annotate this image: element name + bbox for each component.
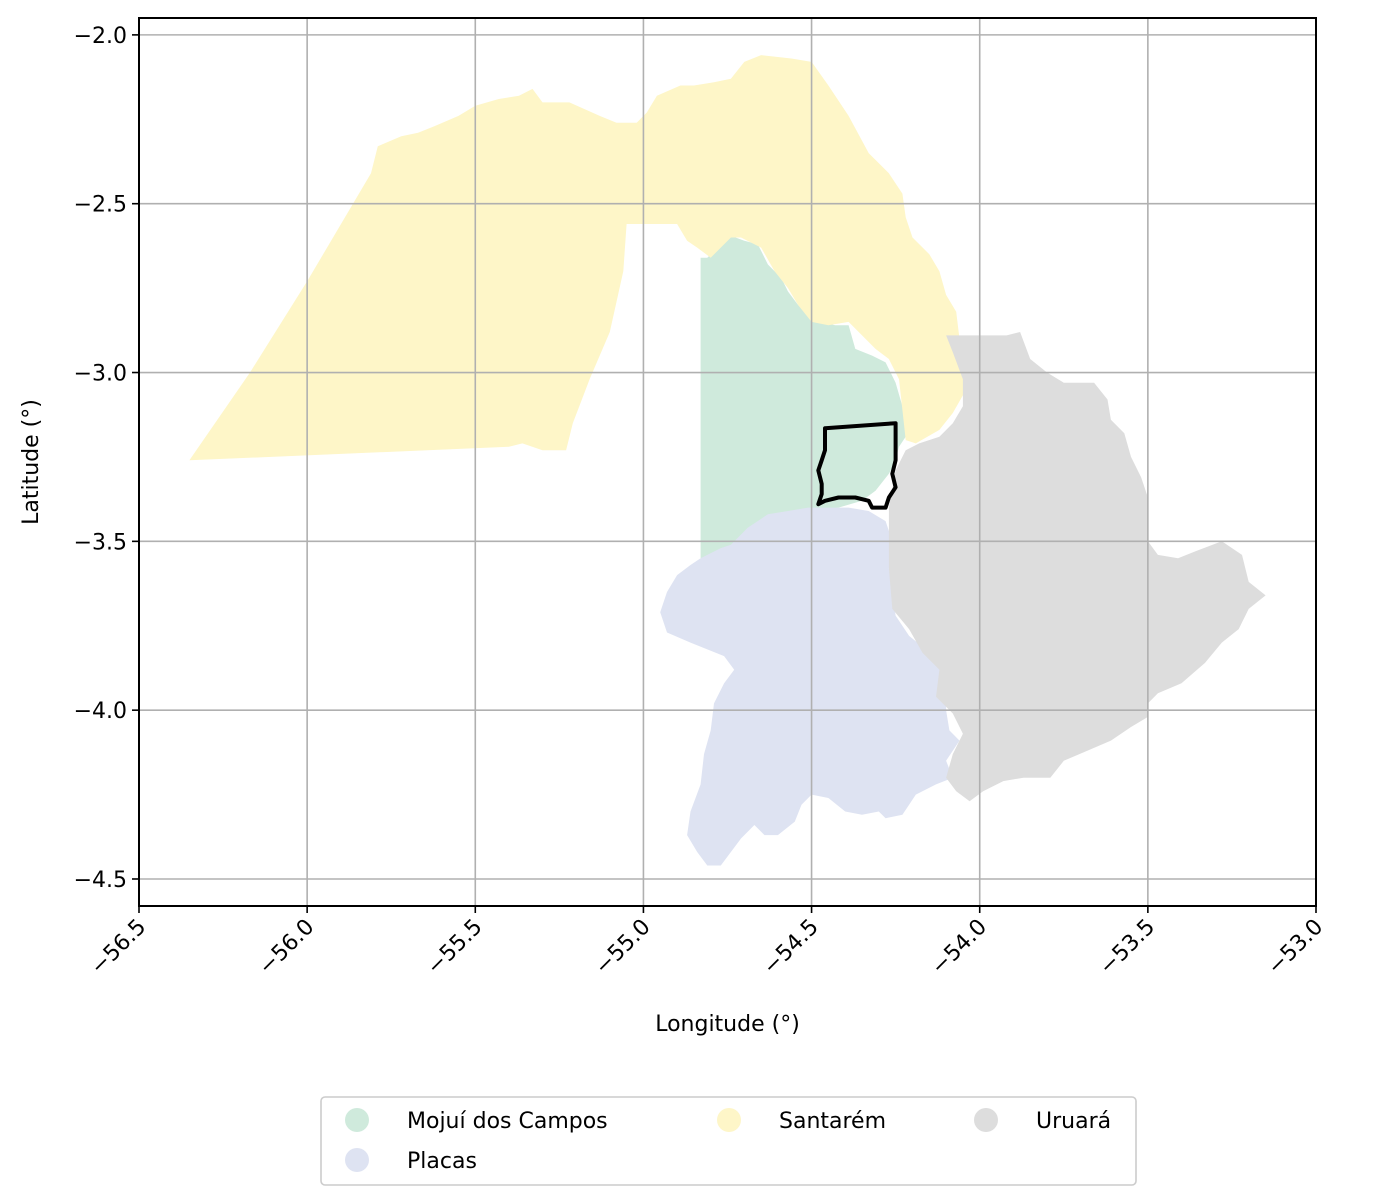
legend-marker-santarem: [717, 1108, 741, 1132]
y-tick-label: −4.0: [74, 699, 127, 724]
x-axis: −56.5 −56.0 −55.5 −55.0 −54.5 −54.0 −53.5 −53.0: [86, 906, 1328, 980]
highlight-outline: [816, 421, 898, 510]
legend-label-uruara: Uruará: [1036, 1109, 1111, 1134]
x-tick-label: −54.5: [758, 915, 823, 980]
x-tick-label: −56.0: [254, 915, 319, 980]
legend-marker-placas: [345, 1148, 369, 1172]
y-tick-label: −4.5: [74, 868, 127, 893]
legend-label-santarem: Santarém: [779, 1109, 886, 1134]
region-santarem: [189, 55, 967, 461]
y-tick-label: −2.0: [74, 24, 127, 49]
x-tick-label: −56.5: [86, 915, 151, 980]
legend-box: [320, 1096, 1137, 1186]
y-tick-label: −3.0: [74, 362, 127, 387]
y-axis-label: Latitude (°): [19, 399, 44, 525]
region-uruara: [888, 332, 1266, 802]
x-tick-label: −53.0: [1263, 915, 1328, 980]
legend: Mojuí dos Campos Santarém Uruará Placas: [320, 1096, 1137, 1186]
y-tick-label: −2.5: [74, 193, 127, 218]
x-axis-label: Longitude (°): [655, 1012, 800, 1037]
x-tick-label: −53.5: [1095, 915, 1160, 980]
axes-frame: [138, 17, 1317, 907]
legend-label-placas: Placas: [407, 1149, 477, 1174]
y-axis: −2.0 −2.5 −3.0 −3.5 −4.0 −4.5: [74, 24, 139, 893]
legend-marker-uruara: [974, 1108, 998, 1132]
x-tick-label: −55.0: [590, 915, 655, 980]
region-placas: [660, 507, 960, 866]
y-tick-label: −3.5: [74, 530, 127, 555]
legend-marker-mojui-dos-campos: [345, 1108, 369, 1132]
legend-label-mojui-dos-campos: Mojuí dos Campos: [407, 1109, 608, 1134]
x-tick-label: −54.0: [927, 915, 992, 980]
plot-area: [138, 17, 1317, 907]
outline-layer: [816, 421, 898, 510]
region-layer: [189, 55, 1266, 866]
region-mojui-dos-campos: [700, 235, 906, 559]
x-tick-label: −55.5: [422, 915, 487, 980]
